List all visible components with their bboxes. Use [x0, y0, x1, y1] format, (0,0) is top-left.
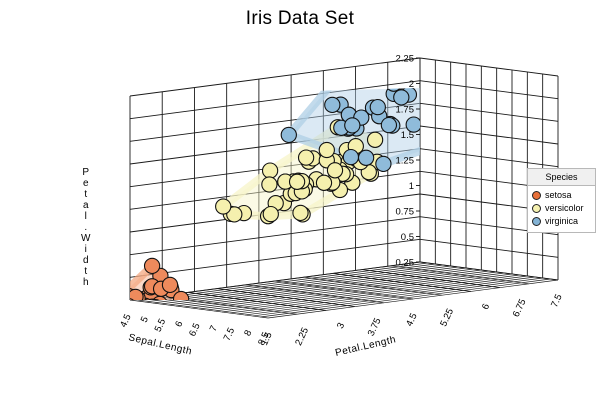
z-axis-tick-labels: 1.5 2.25 3 3.75 4.5 5.25 6 6.75 7.5	[259, 293, 565, 348]
x-tick-label: 8.5	[256, 331, 272, 348]
data-points	[130, 88, 420, 300]
chart-title: Iris Data Set	[245, 8, 355, 29]
floor-grid	[129, 261, 559, 319]
z-tick-label: 2.25	[293, 326, 311, 347]
y-axis-title-char: h	[83, 277, 89, 288]
legend-label: versicolor	[545, 203, 584, 213]
z-tick-label: 3.75	[366, 316, 384, 337]
y-tick-label: 1.75	[396, 105, 415, 116]
y-tick-label: 2	[409, 79, 414, 90]
legend-label: setosa	[545, 190, 572, 200]
x-tick-label: 7	[208, 324, 220, 333]
y-tick-label: 1	[409, 181, 414, 192]
x-tick-label: 7.5	[222, 326, 238, 343]
y-axis-title-char: .	[84, 222, 87, 233]
x-tick-label: 5.5	[153, 317, 169, 334]
legend-item-versicolor[interactable]: versicolor	[532, 202, 593, 215]
y-tick-label: 0.5	[401, 232, 414, 243]
y-tick-label: 2.25	[396, 54, 415, 65]
legend-title: Species	[528, 169, 595, 186]
y-axis-title-char: e	[83, 178, 89, 189]
y-axis-title-char: a	[83, 200, 89, 211]
x-axis-title: Sepal.Length	[127, 332, 193, 357]
x-axis-tick-labels: 4.5 5 5.5 6 6.5 7 7.5 8 8.5	[118, 313, 272, 348]
y-axis-tick-labels: 0.25 0.5 0.75 1 1.25 1.5 1.75 2 2.25	[396, 54, 420, 269]
y-tick-label: 0.25	[396, 258, 415, 269]
z-tick-label: 5.25	[438, 307, 456, 328]
z-tick-label: 6	[480, 302, 492, 311]
y-axis-title-char: l	[85, 211, 88, 222]
legend-items: setosa versicolor virginica	[528, 186, 595, 232]
y-axis-title-char: d	[83, 255, 89, 266]
x-tick-label: 8	[242, 328, 254, 337]
legend: Species setosa versicolor virginica	[527, 168, 596, 233]
z-axis-title: Petal.Length	[334, 334, 397, 359]
legend-swatch-setosa	[532, 191, 541, 200]
x-tick-label: 5	[139, 315, 151, 324]
y-tick-label: 1.25	[396, 156, 415, 167]
y-tick-label: 1.5	[401, 130, 414, 141]
legend-label: virginica	[545, 216, 579, 226]
z-tick-label: 3	[335, 321, 347, 330]
y-axis-title-char: W	[81, 233, 91, 244]
legend-swatch-virginica	[532, 217, 541, 226]
z-tick-label: 4.5	[404, 312, 420, 329]
y-axis-title-char: P	[82, 167, 89, 178]
legend-item-setosa[interactable]: setosa	[532, 189, 593, 202]
y-tick-label: 0.75	[396, 207, 415, 218]
y-axis-title-char: i	[85, 244, 88, 255]
y-axis-title-char: t	[84, 189, 87, 200]
legend-item-virginica[interactable]: virginica	[532, 215, 593, 228]
x-tick-label: 4.5	[118, 313, 134, 330]
z-tick-label: 6.75	[511, 297, 529, 318]
z-tick-label: 7.5	[549, 293, 565, 310]
y-axis-title-char: t	[84, 266, 87, 277]
x-tick-label: 6.5	[187, 322, 203, 339]
x-tick-label: 6	[173, 319, 185, 328]
z-tick-label: 1.5	[259, 331, 275, 348]
legend-swatch-versicolor	[532, 204, 541, 213]
